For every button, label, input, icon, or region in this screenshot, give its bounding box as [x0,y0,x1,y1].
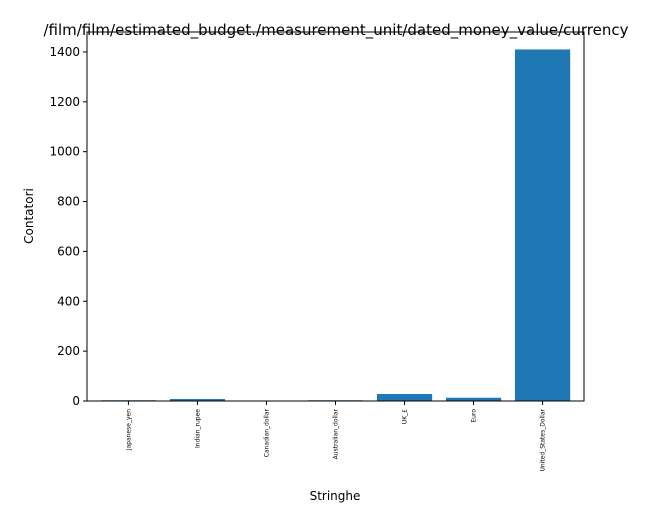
x-tick-label: Canadian_dollar [263,408,270,457]
x-tick-label: UK_£ [402,409,409,424]
x-axis-label: Stringhe [310,489,361,503]
plot-frame [86,31,585,402]
x-tick-label: United_States_Dollar [540,408,547,471]
y-tick-label: 0 [72,394,80,408]
y-tick-label: 200 [57,344,80,358]
bar [445,397,502,401]
y-tick-label: 400 [57,294,80,308]
x-tick-label: Japanese_yen [125,409,132,451]
y-tick-label: 1000 [49,145,80,159]
x-axis: Japanese_yen Indian_rupee Canadian_dollar A… [125,401,547,472]
plot-area [100,49,571,401]
x-tick-label: Australian_dollar [333,408,340,459]
y-tick-label: 1400 [49,45,80,59]
y-tick-label: 600 [57,244,80,258]
y-axis-label: Contatori [22,188,36,244]
y-tick-label: 1200 [49,95,80,109]
bar [169,399,226,401]
chart-title: /film/film/estimated_budget./measurement… [43,21,628,40]
x-tick-label: Euro [471,409,478,423]
y-tick-label: 800 [57,195,80,209]
bar [376,394,433,401]
x-tick-label: Indian_rupee [194,409,201,448]
y-axis: 0 200 400 600 800 1000 1200 1400 [49,45,87,408]
bar [514,49,571,401]
